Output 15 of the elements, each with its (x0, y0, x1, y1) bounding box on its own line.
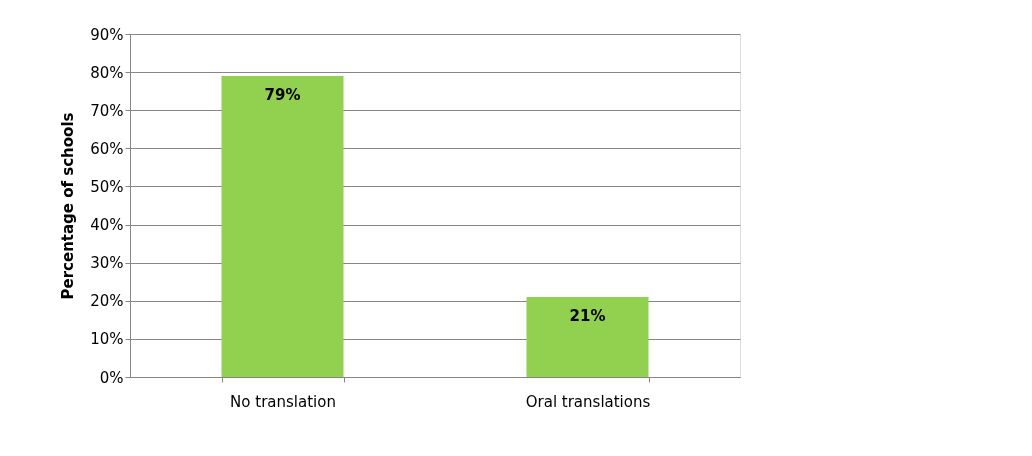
y-tick-label: 20% (90, 292, 124, 311)
y-tick-label: 90% (90, 25, 124, 44)
y-tick-label: 70% (90, 101, 124, 120)
x-tick-label: No translation (230, 392, 336, 411)
y-tick-label: 0% (99, 368, 124, 387)
y-tick-label: 10% (90, 330, 124, 349)
y-tick-label: 50% (90, 177, 124, 196)
data-label: 79% (264, 85, 301, 104)
x-tick-label: Oral translations (525, 392, 651, 411)
y-axis-title: Percentage of schools (59, 112, 78, 300)
y-tick-label: 60% (90, 139, 124, 158)
y-tick-label: 30% (90, 254, 124, 273)
y-tick-label: 80% (90, 63, 124, 82)
y-tick-label: 40% (90, 216, 124, 235)
data-label: 21% (569, 306, 606, 325)
